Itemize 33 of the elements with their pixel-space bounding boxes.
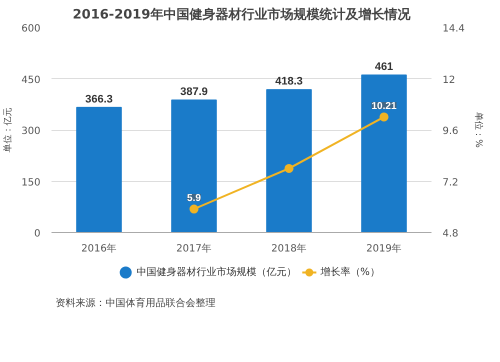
bar: [171, 99, 217, 232]
data-label: 418.3: [275, 76, 303, 88]
legend-label: 增长率（%）: [319, 266, 380, 278]
y2-axis-title: 单位：%: [472, 112, 484, 148]
point: [284, 164, 294, 173]
x-tick-label: 2017年: [176, 242, 212, 254]
x-tick-label: 2016年: [81, 242, 117, 254]
y2-tick-label: 4.8: [442, 228, 458, 240]
y-axis-title: 单位：亿元: [2, 108, 14, 152]
point: [380, 112, 388, 122]
chart-title: 2016-2019年中国健身器材行业市场规模统计及增长情况: [72, 6, 412, 22]
bar: [76, 106, 122, 232]
y-tick-label: 300: [21, 126, 41, 137]
bar: [361, 74, 407, 232]
data-label: 366.3: [85, 93, 113, 106]
y-tick-label: 450: [21, 74, 41, 86]
y-tick-label: 0: [34, 228, 41, 240]
y-tick-label: 600: [21, 24, 41, 34]
data-label: 10.21: [371, 100, 397, 112]
y2-tick-label: 7.2: [442, 177, 458, 188]
y2-tick-label: 14.4: [442, 24, 465, 34]
data-label: 387.9: [180, 86, 208, 98]
data-label: 461: [374, 60, 394, 73]
x-tick-label: 2018年: [271, 242, 307, 254]
y-tick-label: 150: [21, 177, 41, 188]
x-tick-label: 2019年: [366, 242, 402, 254]
point: [190, 204, 198, 214]
text: 资料来源：中国体育用品联合会整理: [55, 297, 216, 309]
y2-tick-label: 9.6: [442, 126, 458, 137]
y2-tick-label: 12: [442, 74, 456, 86]
legend-label: 中国健身器材行业市场规模（亿元）: [136, 266, 297, 278]
bar: [266, 89, 312, 232]
data-label: 5.9: [187, 193, 202, 204]
